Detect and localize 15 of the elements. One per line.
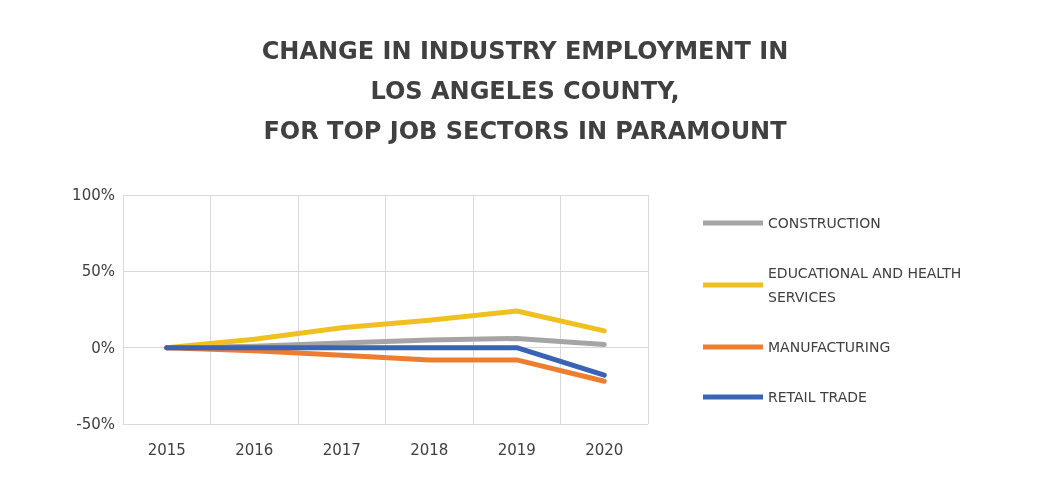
y-tick-label: 100%	[72, 186, 115, 204]
legend-label: RETAIL TRADE	[768, 389, 867, 405]
x-tick-label: 2018	[410, 440, 449, 459]
y-tick-label: -50%	[76, 415, 115, 433]
y-tick-label: 50%	[81, 262, 115, 281]
y-tick-label: 0%	[91, 338, 115, 357]
x-tick-label: 2015	[147, 440, 186, 459]
chart-title: CHANGE IN INDUSTRY EMPLOYMENT IN LOS ANGELES COUNTY, FOR TOP JOB SECTORS IN PARAMOUNT	[261, 37, 789, 145]
legend-label: MANUFACTURING	[768, 339, 891, 355]
legend-label: EDUCATIONAL AND HEALTH SERVICES	[768, 265, 962, 305]
x-tick-label: 2017	[322, 440, 361, 459]
x-tick-label: 2020	[585, 440, 624, 459]
x-tick-label: 2016	[235, 440, 274, 459]
x-tick-label: 2019	[497, 440, 536, 459]
legend-label: CONSTRUCTION	[768, 215, 881, 231]
